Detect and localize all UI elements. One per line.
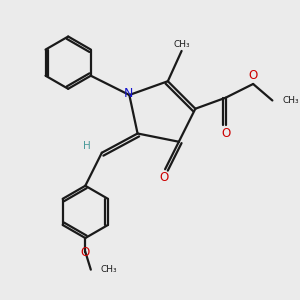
Text: O: O (81, 246, 90, 259)
Text: H: H (83, 141, 91, 151)
Text: CH₃: CH₃ (100, 265, 117, 274)
Text: O: O (159, 171, 168, 184)
Text: CH₃: CH₃ (174, 40, 190, 49)
Text: O: O (221, 127, 231, 140)
Text: N: N (124, 87, 134, 100)
Text: CH₃: CH₃ (282, 96, 298, 105)
Text: O: O (248, 69, 257, 82)
